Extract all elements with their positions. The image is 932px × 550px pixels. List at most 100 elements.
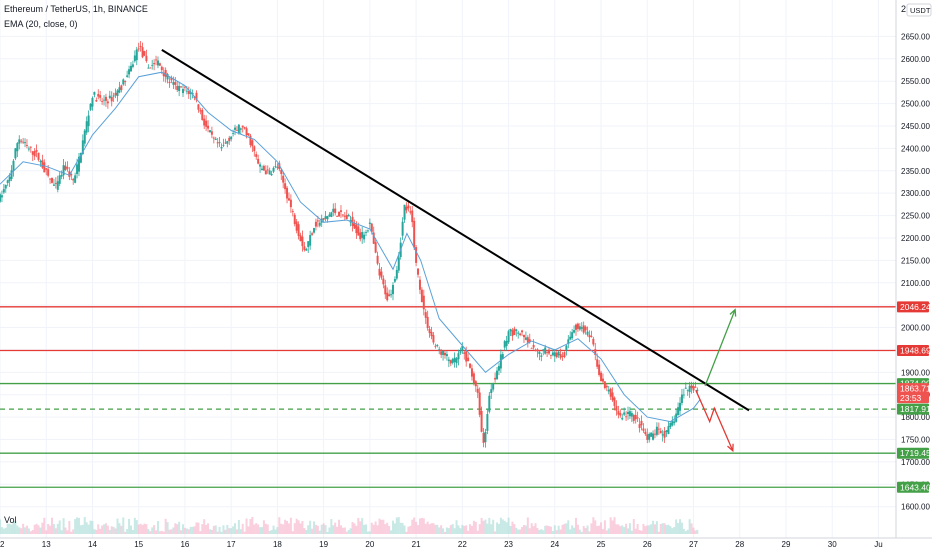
candle-body	[559, 353, 562, 358]
volume-bar	[284, 519, 287, 534]
candle-body	[289, 199, 292, 208]
projection-arrows[interactable]	[695, 308, 737, 453]
candle-body	[91, 98, 94, 107]
volume-bar	[457, 525, 460, 534]
volume-bar	[199, 531, 202, 534]
volume-bar	[557, 525, 560, 534]
candle-body	[18, 139, 21, 144]
volume-bar	[696, 529, 699, 534]
candlestick-series	[0, 41, 699, 448]
volume-bar	[87, 524, 90, 534]
candle-body	[247, 133, 250, 136]
candle-body	[201, 109, 204, 120]
volume-bar	[499, 517, 502, 534]
descending-trendline[interactable]	[161, 48, 750, 412]
volume-bar	[66, 530, 69, 534]
candle-body	[295, 221, 298, 231]
level-1719-45-tag-bg	[897, 447, 929, 459]
volume-bar	[272, 525, 275, 534]
currency-badge[interactable]: USDT	[906, 3, 932, 17]
candle-body	[143, 51, 146, 56]
candle-body	[557, 351, 560, 356]
volume-bar	[494, 531, 497, 534]
candle-body	[430, 331, 433, 337]
candle-body	[56, 181, 59, 190]
candle-body	[686, 389, 689, 391]
level-1643-40-tag-label: 1643.40	[900, 482, 931, 492]
volume-bar	[644, 526, 647, 534]
volume-bar	[519, 529, 522, 534]
volume-bar	[370, 522, 373, 534]
time-axis[interactable]: 12 13 14 15 16 17 18 19 20 21 22 23 24 25 26 27 28 29 30 Ju	[0, 537, 932, 549]
candle-body	[669, 422, 672, 428]
volume-bar	[636, 523, 639, 534]
candle-body	[438, 349, 441, 351]
candle-body	[282, 175, 285, 183]
candle-body	[147, 67, 150, 69]
volume-bar	[49, 525, 52, 534]
candle-body	[210, 131, 213, 135]
candle-body	[478, 392, 481, 415]
candle-body	[592, 338, 595, 345]
horizontal-levels[interactable]	[0, 306, 896, 488]
candle-body	[224, 142, 227, 144]
candle-body	[688, 385, 691, 393]
candle-body	[653, 433, 656, 435]
candle-body	[259, 164, 262, 167]
volume-bar	[605, 530, 608, 534]
candle-body	[632, 415, 635, 421]
price-axis[interactable]: 1600.001650.001700.001750.001800.001850.…	[895, 0, 930, 538]
volume-bar	[607, 528, 610, 534]
volume-bar	[538, 530, 541, 534]
candle-body	[455, 358, 458, 364]
y-tick-label: 1700.00	[901, 458, 930, 467]
candle-body	[112, 95, 115, 97]
volume-bar	[147, 529, 150, 534]
candle-body	[180, 86, 183, 88]
volume-bar	[584, 527, 587, 534]
volume-bar	[553, 525, 556, 534]
candle-body	[297, 224, 300, 236]
volume-bar	[332, 525, 335, 534]
x-tick-label: 20	[365, 540, 374, 549]
candle-body	[25, 145, 28, 146]
volume-bar	[139, 523, 142, 534]
volume-pane	[0, 517, 699, 534]
candle-body	[43, 162, 46, 173]
volume-bar	[97, 524, 100, 534]
candle-body	[540, 355, 543, 357]
volume-bar	[684, 531, 687, 534]
candle-body	[401, 221, 404, 236]
volume-bar	[243, 531, 246, 534]
candle-body	[434, 345, 437, 347]
volume-bar	[247, 526, 250, 534]
candle-body	[81, 140, 84, 155]
volume-bar	[625, 523, 628, 534]
candle-body	[253, 146, 256, 152]
volume-bar	[418, 518, 421, 534]
volume-bar	[428, 524, 431, 534]
volume-bar	[110, 526, 113, 534]
candle-body	[27, 148, 30, 150]
candle-body	[128, 69, 131, 75]
candle-body	[183, 86, 186, 88]
volume-bar	[422, 518, 425, 534]
candle-body	[266, 169, 269, 171]
candle-body	[563, 352, 566, 358]
candle-body	[492, 383, 495, 390]
candle-body	[114, 92, 117, 96]
volume-bar	[193, 526, 196, 534]
volume-bar	[257, 524, 260, 534]
volume-bar	[79, 525, 82, 534]
candle-body	[648, 433, 651, 440]
volume-bar	[74, 519, 77, 534]
candle-body	[45, 168, 48, 170]
candle-body	[573, 330, 576, 333]
candle-body	[35, 150, 38, 152]
candle-body	[351, 216, 354, 227]
candle-body	[332, 208, 335, 213]
candle-body	[272, 167, 275, 172]
volume-bar	[391, 520, 394, 534]
volume-bar	[201, 524, 204, 534]
